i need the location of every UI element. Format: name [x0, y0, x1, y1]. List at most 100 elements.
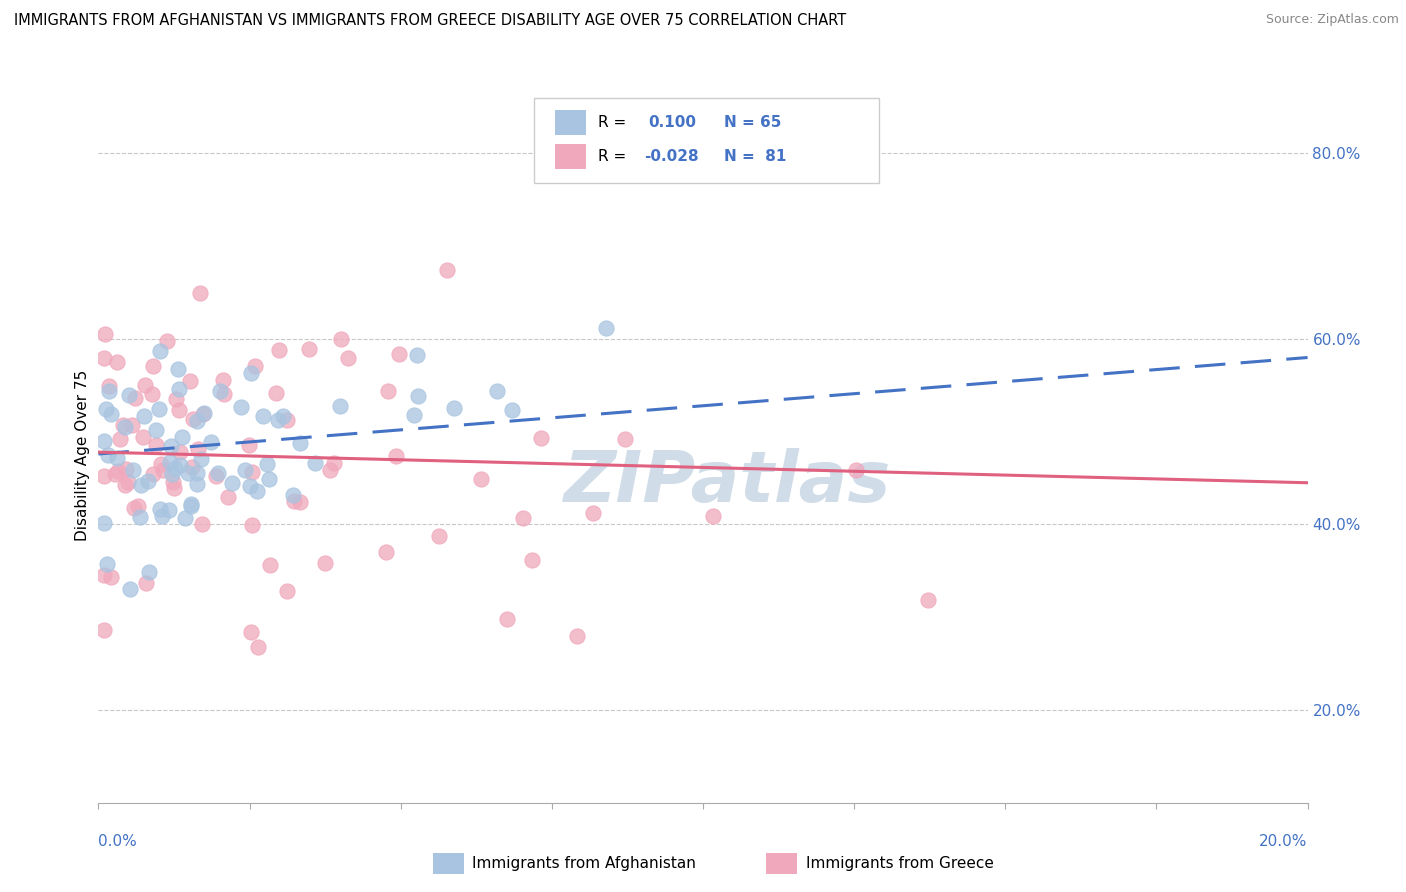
Point [267, 413, 290, 427]
Point [595, 321, 617, 335]
Point [93, 568, 115, 582]
Point [120, 582, 142, 596]
Point [501, 402, 523, 417]
Point [132, 430, 155, 444]
Point [406, 389, 429, 403]
Point [229, 400, 252, 414]
Point [186, 414, 208, 428]
Point [329, 399, 352, 413]
Point [239, 479, 262, 493]
Point [93, 434, 115, 448]
Point [105, 355, 128, 369]
Point [96, 557, 118, 571]
Point [298, 342, 321, 356]
Point [162, 475, 184, 489]
Point [155, 334, 177, 348]
Point [114, 420, 136, 434]
Point [127, 500, 149, 514]
Point [98, 384, 121, 398]
Point [177, 466, 200, 480]
Text: ZIPatlas: ZIPatlas [564, 449, 891, 517]
Point [436, 262, 458, 277]
Point [104, 467, 127, 481]
Point [93, 351, 115, 365]
Point [111, 417, 134, 432]
Point [613, 432, 636, 446]
Point [402, 408, 425, 422]
Point [160, 439, 183, 453]
Point [188, 286, 211, 301]
Point [148, 401, 170, 416]
Point [238, 438, 260, 452]
Point [512, 511, 534, 525]
Point [406, 348, 429, 362]
Point [486, 384, 509, 399]
Point [100, 408, 122, 422]
Point [191, 517, 214, 532]
Point [131, 477, 153, 491]
Point [149, 502, 172, 516]
Point [283, 493, 305, 508]
Point [702, 509, 724, 524]
Point [149, 344, 172, 359]
Point [162, 467, 184, 482]
Point [323, 456, 346, 470]
Text: Immigrants from Greece: Immigrants from Greece [806, 856, 994, 871]
Point [337, 351, 360, 365]
Point [100, 570, 122, 584]
Point [374, 545, 396, 559]
Point [94, 402, 117, 417]
Point [288, 436, 311, 450]
Point [114, 462, 136, 476]
Point [129, 509, 152, 524]
Point [281, 488, 304, 502]
Point [93, 469, 115, 483]
Text: N = 65: N = 65 [724, 115, 782, 129]
Text: N =  81: N = 81 [724, 149, 786, 163]
Point [240, 366, 263, 380]
Y-axis label: Disability Age Over 75: Disability Age Over 75 [75, 369, 90, 541]
Point [145, 437, 167, 451]
Point [181, 459, 204, 474]
Point [142, 467, 165, 481]
Point [329, 332, 352, 346]
Text: 20.0%: 20.0% [1260, 834, 1308, 849]
Point [565, 629, 588, 643]
Point [173, 511, 195, 525]
Point [264, 386, 287, 401]
Text: Source: ZipAtlas.com: Source: ZipAtlas.com [1265, 13, 1399, 27]
Point [259, 558, 281, 573]
Point [443, 401, 465, 415]
Point [240, 465, 263, 479]
Point [239, 625, 262, 640]
Point [246, 640, 269, 654]
Point [269, 343, 291, 358]
Point [180, 497, 202, 511]
Point [256, 457, 278, 471]
Point [314, 557, 336, 571]
Point [124, 391, 146, 405]
Point [193, 407, 215, 421]
Point [98, 378, 121, 392]
Point [520, 552, 543, 566]
Point [496, 612, 519, 626]
Point [165, 461, 187, 475]
Point [917, 593, 939, 607]
Point [138, 565, 160, 579]
Point [845, 462, 868, 476]
Point [271, 409, 294, 423]
Point [529, 431, 551, 445]
Text: -0.028: -0.028 [644, 149, 699, 163]
Point [190, 451, 212, 466]
Point [217, 490, 239, 504]
Point [159, 455, 181, 469]
Point [114, 478, 136, 492]
Point [136, 475, 159, 489]
Text: R =: R = [598, 115, 631, 129]
Point [243, 359, 266, 373]
Point [207, 467, 229, 481]
Point [132, 409, 155, 423]
Point [180, 499, 202, 513]
Point [200, 434, 222, 449]
Point [134, 378, 156, 392]
